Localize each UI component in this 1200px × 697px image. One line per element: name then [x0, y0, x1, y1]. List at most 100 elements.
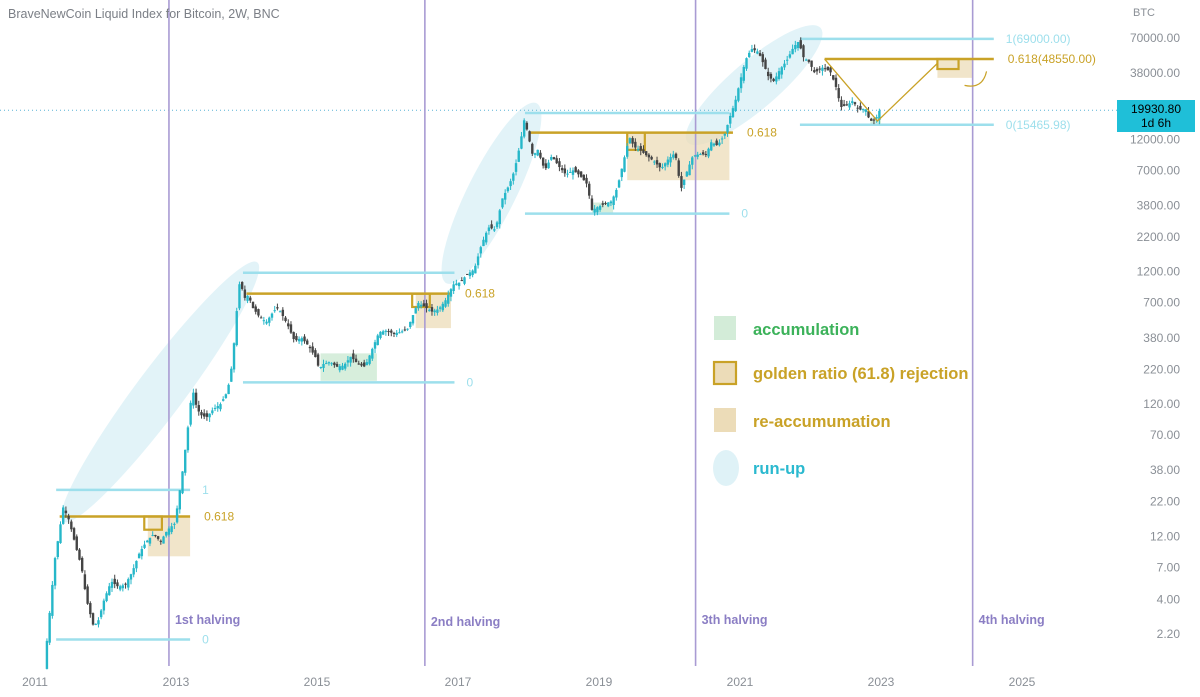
candle-body [289, 324, 293, 333]
halving-label: 3th halving [702, 613, 768, 627]
y-tick-label: 38.00 [1150, 463, 1180, 477]
candle-body [750, 49, 754, 52]
candle-body [268, 317, 271, 323]
candle-body [821, 67, 824, 71]
candle-body [102, 600, 106, 611]
candle-body [547, 162, 550, 169]
x-tick-label: 2023 [868, 675, 895, 689]
y-tick-label: 7000.00 [1137, 163, 1181, 177]
candle-body [655, 160, 659, 165]
candle-body [810, 60, 813, 67]
candle-body [417, 303, 420, 309]
price-candles [45, 37, 881, 670]
candle-body [539, 152, 542, 158]
candle-body [175, 508, 179, 523]
candle-body [769, 73, 773, 79]
candle-body [596, 207, 599, 213]
candle-body [498, 210, 501, 225]
candle-body [181, 471, 184, 494]
candle-body [89, 603, 92, 615]
x-tick-label: 2011 [22, 675, 48, 689]
candle-body [544, 163, 548, 169]
candle-body [341, 365, 344, 370]
candle-body [634, 141, 637, 148]
candle-body [674, 153, 678, 159]
golden-ratio-label: 0.618 [747, 126, 777, 140]
candle-body [184, 449, 187, 473]
candle-body [767, 71, 770, 77]
candle-body [661, 166, 664, 168]
candle-body [447, 294, 450, 304]
candle-body [419, 304, 423, 307]
candle-body [864, 109, 868, 112]
candle-body [669, 156, 672, 163]
candle-body [325, 363, 328, 365]
candle-body [284, 317, 287, 321]
candle-body [148, 537, 152, 544]
candle-body [300, 338, 304, 342]
candle-body [739, 77, 743, 89]
candle-body [384, 330, 388, 332]
candle-body [327, 362, 331, 364]
candle-body [308, 346, 312, 349]
candle-body [330, 363, 333, 365]
candle-body [205, 413, 209, 417]
candle-body [585, 177, 588, 184]
y-tick-label: 70.00 [1150, 428, 1180, 442]
fib-level-label: 1 [202, 483, 209, 497]
candle-body [471, 270, 474, 276]
candle-body [422, 303, 426, 307]
candle-body [362, 362, 366, 367]
candle-body [772, 78, 775, 81]
candle-body [753, 48, 756, 51]
candle-body [607, 202, 610, 207]
candle-body [536, 149, 539, 156]
y-tick-label: 2200.00 [1137, 230, 1181, 244]
candle-body [395, 332, 398, 336]
candle-body [837, 87, 840, 99]
candle-body [457, 282, 461, 287]
candle-body [737, 88, 740, 101]
candle-body [243, 289, 247, 298]
y-tick-label: 220.00 [1143, 362, 1180, 376]
candle-body [579, 171, 583, 177]
y-tick-label: 12.00 [1150, 529, 1180, 543]
candle-body [403, 329, 407, 331]
candle-body [297, 338, 301, 342]
candle-body [154, 535, 157, 537]
candle-body [541, 157, 545, 166]
candle-body [558, 161, 561, 168]
candle-body [626, 146, 629, 157]
candle-body [758, 53, 762, 56]
candle-body [72, 528, 76, 540]
candle-body [468, 272, 472, 277]
candle-body [265, 321, 268, 324]
rejection-box [626, 131, 646, 151]
candle-body [219, 404, 222, 410]
candle-body [140, 549, 144, 557]
candle-body [764, 59, 767, 70]
y-tick-label: 1200.00 [1137, 265, 1181, 279]
candle-body [761, 54, 764, 63]
candle-body [856, 107, 859, 109]
run-up-highlight [61, 261, 260, 523]
candle-body [213, 407, 217, 409]
candle-body [75, 536, 78, 550]
candle-body [390, 330, 393, 333]
candle-body [259, 317, 263, 319]
candle-body [322, 363, 325, 369]
candle-body [522, 120, 526, 137]
candle-body [867, 111, 870, 118]
candle-body [677, 160, 680, 176]
candle-body [528, 131, 531, 142]
candle-body [593, 208, 596, 213]
fib-level-label: 0 [466, 375, 473, 389]
projection-curve [964, 71, 988, 87]
last-price-value: 19930.80 [1130, 102, 1182, 116]
candle-body [270, 313, 274, 318]
candle-body [577, 170, 580, 175]
candle-body [512, 173, 515, 181]
candle-body [151, 534, 154, 536]
